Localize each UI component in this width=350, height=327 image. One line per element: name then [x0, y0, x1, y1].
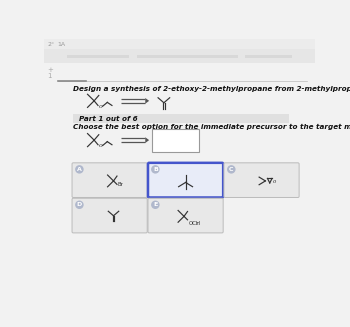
Text: A: A	[77, 167, 82, 172]
Text: Design a synthesis of 2-ethoxy-2-methylpropane from 2-methylpropene.: Design a synthesis of 2-ethoxy-2-methylp…	[73, 85, 350, 92]
FancyBboxPatch shape	[72, 198, 147, 233]
Text: 1A: 1A	[58, 42, 66, 47]
Polygon shape	[145, 98, 149, 104]
Circle shape	[151, 200, 160, 209]
Text: Choose the best option for the immediate precursor to the target molecule.: Choose the best option for the immediate…	[73, 124, 350, 130]
Text: E: E	[153, 202, 158, 207]
Bar	[152, 129, 199, 152]
Text: Br: Br	[118, 182, 124, 187]
Text: o: o	[99, 104, 103, 109]
Circle shape	[227, 165, 236, 174]
Bar	[67, 55, 129, 59]
FancyBboxPatch shape	[72, 163, 147, 198]
Polygon shape	[145, 137, 149, 143]
Circle shape	[75, 200, 84, 209]
Bar	[44, 49, 315, 63]
Text: o: o	[272, 179, 276, 184]
Text: 2°: 2°	[48, 42, 55, 47]
Text: D: D	[77, 202, 82, 207]
Text: +: +	[48, 67, 54, 73]
FancyBboxPatch shape	[148, 198, 223, 233]
Bar	[73, 114, 289, 123]
Text: Part 1 out of 6: Part 1 out of 6	[79, 115, 137, 122]
Text: C: C	[229, 167, 233, 172]
Circle shape	[75, 165, 84, 174]
Bar	[44, 39, 315, 49]
Text: OCH: OCH	[188, 221, 201, 226]
FancyBboxPatch shape	[224, 163, 299, 198]
Circle shape	[151, 165, 160, 174]
Bar	[137, 55, 238, 59]
Bar	[245, 55, 292, 59]
Text: B: B	[153, 167, 158, 172]
Text: 1: 1	[48, 73, 52, 79]
Text: o: o	[99, 143, 103, 148]
FancyBboxPatch shape	[148, 163, 223, 198]
Text: 3: 3	[196, 222, 198, 226]
